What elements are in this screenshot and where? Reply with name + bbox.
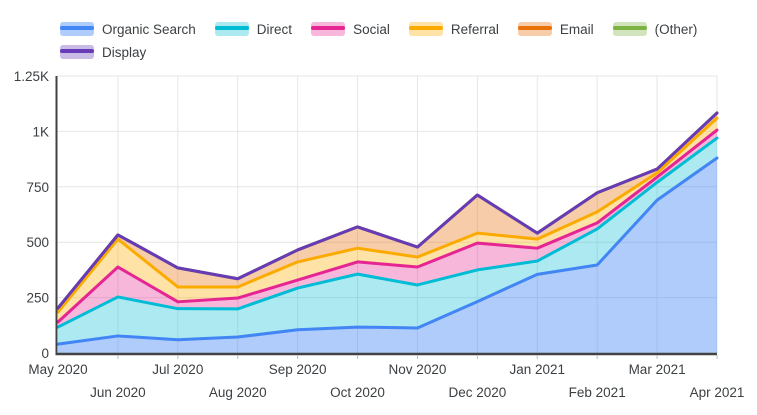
legend-swatch-line-display — [60, 48, 94, 53]
y-tick-label-500: 500 — [26, 235, 49, 250]
legend-swatch-line-social — [311, 26, 346, 31]
x-tick-label-6: Nov 2020 — [389, 362, 447, 377]
legend-swatch-social — [311, 22, 346, 37]
legend-label-other: (Other) — [654, 22, 698, 37]
x-tick-label-2: Jul 2020 — [152, 362, 203, 377]
x-tick-label-7: Dec 2020 — [448, 385, 506, 400]
legend-swatch-display — [60, 44, 94, 59]
legend-label-email: Email — [559, 22, 594, 37]
x-tick-label-9: Feb 2021 — [569, 385, 626, 400]
legend-swatch-line-organic-search — [60, 26, 94, 31]
legend-item-display[interactable]: Display — [60, 44, 147, 60]
y-tick-label-1K: 1K — [32, 124, 49, 139]
legend-swatch-line-direct — [214, 26, 249, 31]
legend-swatch-direct — [214, 22, 249, 37]
line-organic-search[interactable] — [56, 156, 719, 346]
x-tick-label-8: Jan 2021 — [509, 362, 565, 377]
chart-legend: Organic Search Direct Social Referral Email (… — [60, 22, 722, 59]
legend-item-social[interactable]: Social — [311, 22, 390, 37]
x-tick-label-3: Aug 2020 — [209, 385, 267, 400]
x-tick-label-1: Jun 2020 — [90, 385, 146, 400]
area-referral[interactable] — [58, 118, 717, 322]
x-tick-label-0: May 2020 — [28, 362, 87, 377]
legend-label-display: Display — [102, 44, 147, 60]
x-tick-label-10: Mar 2021 — [629, 362, 686, 377]
legend-label-social: Social — [353, 22, 390, 37]
y-tick-label-250: 250 — [26, 291, 49, 306]
legend-item-referral[interactable]: Referral — [408, 22, 499, 37]
x-tick-label-11: Apr 2021 — [690, 385, 745, 400]
legend-swatch-organic-search — [60, 22, 94, 37]
x-tick-label-4: Sep 2020 — [269, 362, 327, 377]
legend-item-email[interactable]: Email — [517, 22, 594, 37]
area-organic-search[interactable] — [58, 157, 717, 353]
line-social[interactable] — [56, 128, 719, 324]
y-tick-label-750: 750 — [26, 180, 49, 195]
legend-item-organic-search[interactable]: Organic Search — [60, 22, 196, 37]
legend-swatch-other — [612, 22, 647, 37]
line-direct[interactable] — [56, 136, 719, 329]
legend-swatch-line-referral — [408, 26, 443, 31]
area-direct[interactable] — [58, 138, 717, 345]
legend-swatch-email — [517, 22, 552, 37]
line-display[interactable] — [56, 111, 719, 310]
area-email[interactable] — [58, 113, 717, 313]
legend-item-other[interactable]: (Other) — [612, 22, 698, 37]
legend-swatch-line-other — [612, 26, 647, 31]
legend-item-direct[interactable]: Direct — [214, 22, 293, 37]
y-tick-label-0: 0 — [41, 346, 49, 361]
legend-label-direct: Direct — [256, 22, 293, 37]
legend-label-organic-search: Organic Search — [102, 22, 196, 37]
legend-label-referral: Referral — [450, 22, 499, 37]
legend-swatch-referral — [408, 22, 443, 37]
x-tick-label-5: Oct 2020 — [330, 385, 385, 400]
y-tick-label-1.25K: 1.25K — [14, 69, 49, 84]
legend-swatch-line-email — [517, 26, 552, 31]
line-referral[interactable] — [56, 116, 719, 314]
